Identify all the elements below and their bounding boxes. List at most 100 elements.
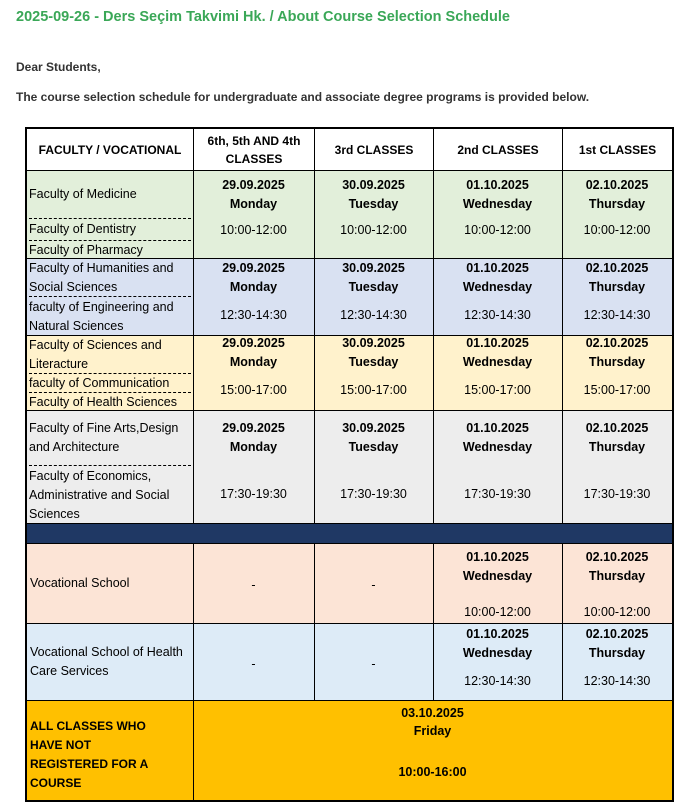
table-cell: 1st CLASSES bbox=[562, 128, 673, 171]
day: Wednesday bbox=[462, 280, 533, 294]
time: 12:30-14:30 bbox=[220, 308, 287, 322]
header-cell: 2nd CLASSES bbox=[457, 142, 539, 157]
date: 02.10.2025 bbox=[585, 421, 649, 435]
time: 15:00-17:00 bbox=[464, 383, 531, 397]
day: Thursday bbox=[588, 646, 646, 660]
day: Wednesday bbox=[462, 440, 533, 454]
date: 30.09.2025 bbox=[342, 178, 405, 192]
date: 02.10.2025 bbox=[585, 178, 649, 192]
table-cell: Vocational School of Health Care Service… bbox=[26, 623, 194, 701]
faculty: faculty of Communication bbox=[29, 374, 191, 393]
day: Thursday bbox=[588, 440, 646, 454]
table-cell: 2nd CLASSES bbox=[433, 128, 563, 171]
time: 10:00-12:00 bbox=[464, 223, 531, 237]
time: 12:30-14:30 bbox=[583, 674, 651, 688]
faculty-list: Faculty of Fine Arts,Design and Architec… bbox=[29, 411, 191, 524]
faculty: Faculty of Dentistry bbox=[29, 219, 191, 241]
final-label: ALL CLASSES WHO HAVE NOT REGISTERED FOR … bbox=[30, 718, 148, 790]
time: 10:00-16:00 bbox=[398, 765, 467, 779]
time: 17:30-19:30 bbox=[583, 487, 651, 501]
greeting: Dear Students, bbox=[16, 60, 101, 74]
empty-cell: - bbox=[251, 578, 256, 592]
table-cell: ALL CLASSES WHO HAVE NOT REGISTERED FOR … bbox=[26, 700, 194, 801]
table-cell bbox=[314, 623, 434, 701]
day: Thursday bbox=[588, 280, 646, 294]
date: 01.10.2025 bbox=[466, 336, 529, 350]
day: Monday bbox=[229, 280, 278, 294]
title: 2025-09-26 - Ders Seçim Takvimi Hk. / Ab… bbox=[16, 9, 510, 25]
time: 10:00-12:00 bbox=[583, 605, 651, 619]
day: Monday bbox=[229, 440, 278, 454]
faculty: Vocational School bbox=[30, 576, 130, 590]
date: 03.10.2025 bbox=[401, 706, 464, 720]
time: 15:00-17:00 bbox=[220, 383, 287, 397]
date: 30.09.2025 bbox=[342, 336, 405, 350]
faculty: Faculty of Pharmacy bbox=[29, 242, 143, 257]
day: Thursday bbox=[588, 569, 646, 583]
date: 01.10.2025 bbox=[466, 261, 529, 275]
intro: The course selection schedule for underg… bbox=[16, 90, 590, 104]
table-cell bbox=[562, 170, 673, 259]
empty-cell: - bbox=[371, 578, 376, 592]
date: 30.09.2025 bbox=[342, 421, 405, 435]
day: Wednesday bbox=[462, 646, 533, 660]
header-cell: 1st CLASSES bbox=[578, 142, 657, 157]
day: Tuesday bbox=[348, 280, 399, 294]
day: Monday bbox=[229, 355, 278, 369]
table-cell bbox=[562, 623, 673, 701]
faculty: Faculty of Sciences and Literacture bbox=[29, 336, 191, 374]
table-cell: Vocational School bbox=[26, 543, 194, 624]
day: Wednesday bbox=[462, 355, 533, 369]
day: Tuesday bbox=[348, 440, 399, 454]
faculty: Vocational School of Health Care Service… bbox=[30, 645, 183, 678]
time: 10:00-12:00 bbox=[340, 223, 407, 237]
time: 10:00-12:00 bbox=[464, 605, 531, 619]
time: 12:30-14:30 bbox=[464, 674, 531, 688]
day: Wednesday bbox=[462, 197, 533, 211]
date: 01.10.2025 bbox=[466, 627, 529, 641]
time: 17:30-19:30 bbox=[340, 487, 407, 501]
date: 29.09.2025 bbox=[222, 178, 285, 192]
date: 29.09.2025 bbox=[222, 261, 285, 275]
table-cell bbox=[433, 410, 563, 524]
table-cell bbox=[314, 543, 434, 624]
day: Tuesday bbox=[348, 355, 399, 369]
table-cell bbox=[562, 543, 673, 624]
date: 30.09.2025 bbox=[342, 261, 405, 275]
faculty: Faculty of Medicine bbox=[29, 171, 191, 219]
table-cell: 3rd CLASSES bbox=[314, 128, 434, 171]
faculty: Faculty of Humanities and Social Science… bbox=[29, 259, 191, 297]
time: 15:00-17:00 bbox=[340, 383, 407, 397]
time: 15:00-17:00 bbox=[583, 383, 651, 397]
time: 10:00-12:00 bbox=[583, 223, 651, 237]
table-cell bbox=[26, 170, 194, 259]
empty-cell: - bbox=[371, 656, 376, 671]
faculty: Faculty of Health Sciences bbox=[29, 394, 177, 409]
table-cell bbox=[193, 258, 315, 336]
date: 01.10.2025 bbox=[466, 421, 529, 435]
date: 02.10.2025 bbox=[585, 550, 649, 564]
table-cell bbox=[433, 258, 563, 336]
table-cell bbox=[26, 410, 194, 524]
table-cell bbox=[26, 523, 673, 544]
faculty-list: Faculty of Medicine Faculty of Dentistry F… bbox=[29, 171, 191, 259]
time: 12:30-14:30 bbox=[340, 308, 407, 322]
day: Thursday bbox=[588, 355, 646, 369]
date: 29.09.2025 bbox=[222, 421, 285, 435]
table-cell bbox=[433, 170, 563, 259]
table-cell bbox=[193, 410, 315, 524]
empty-cell: - bbox=[251, 656, 256, 671]
time: 17:30-19:30 bbox=[464, 487, 531, 501]
day: Tuesday bbox=[348, 197, 399, 211]
time: 17:30-19:30 bbox=[220, 487, 287, 501]
date: 02.10.2025 bbox=[585, 261, 649, 275]
time: 10:00-12:00 bbox=[220, 223, 287, 237]
header-cell: 6th, 5th AND 4th CLASSES bbox=[207, 133, 301, 166]
date: 02.10.2025 bbox=[585, 627, 649, 641]
date: 02.10.2025 bbox=[585, 336, 649, 350]
header-cell: FACULTY / VOCATIONAL bbox=[38, 142, 182, 157]
time: 12:30-14:30 bbox=[583, 308, 651, 322]
table-cell bbox=[433, 623, 563, 701]
time: 12:30-14:30 bbox=[464, 308, 531, 322]
